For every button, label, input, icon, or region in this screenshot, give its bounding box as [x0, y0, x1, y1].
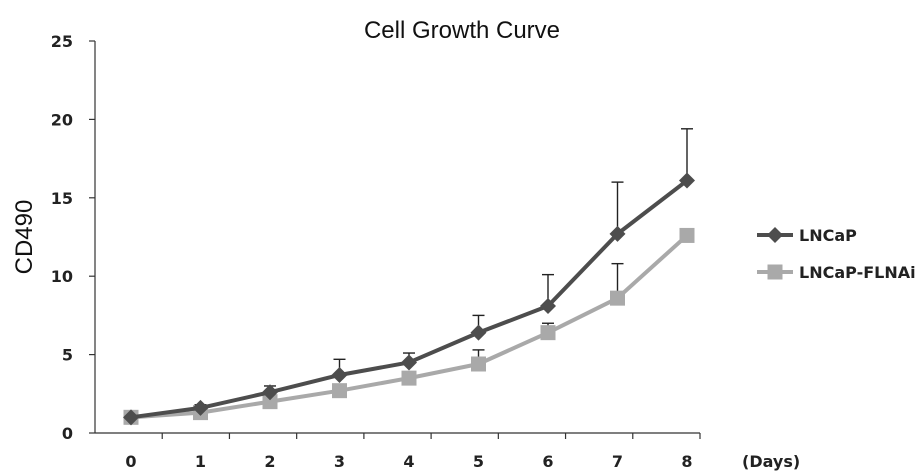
legend-label-lncap-flnai: LNCaP-FLNAi [799, 263, 916, 282]
x-tick-label-1: 1 [195, 452, 206, 471]
y-tick-label-15: 15 [51, 189, 73, 208]
point-lncap-7 [609, 225, 626, 242]
point-lncap-flnai-8 [679, 227, 695, 243]
point-lncap-3 [331, 366, 348, 383]
x-axis-unit-label: (Days) [742, 452, 800, 471]
point-lncap-flnai-4 [401, 370, 417, 386]
point-lncap-5 [470, 324, 487, 341]
point-lncap-2 [262, 384, 278, 401]
legend-label-lncap: LNCaP [799, 226, 857, 245]
x-tick-label-3: 3 [334, 452, 345, 471]
axes: 0 5 10 15 20 25 0 1 2 3 4 5 6 7 8 (Days) [51, 32, 800, 471]
point-lncap-4 [401, 354, 417, 371]
legend-marker-lncap [767, 227, 783, 243]
legend: LNCaP LNCaP-FLNAi [757, 226, 916, 282]
x-tick-label-4: 4 [403, 452, 414, 471]
chart-title: Cell Growth Curve [364, 17, 560, 44]
point-lncap-0 [123, 409, 139, 426]
point-lncap-6 [540, 297, 556, 314]
y-tick-label-20: 20 [51, 110, 73, 129]
series-lines [123, 172, 695, 426]
series-line-lncap-flnai [130, 233, 689, 420]
x-tick-label-5: 5 [473, 452, 484, 471]
y-tick-label-5: 5 [62, 346, 73, 365]
point-lncap-1 [192, 399, 209, 416]
point-lncap-flnai-2 [262, 394, 278, 410]
y-tick-label-10: 10 [51, 267, 73, 286]
x-tick-label-7: 7 [612, 452, 623, 471]
x-tick-label-8: 8 [681, 452, 692, 471]
x-tick-label-6: 6 [542, 452, 553, 471]
point-lncap-flnai-3 [332, 383, 347, 399]
point-lncap-flnai-7 [610, 290, 625, 306]
point-lncap-8 [679, 172, 695, 189]
point-lncap-flnai-6 [540, 325, 556, 341]
legend-marker-lncap-flnai [767, 264, 783, 280]
y-axis-label: CD490 [11, 200, 38, 275]
x-tick-label-0: 0 [125, 452, 136, 471]
y-tick-label-0: 0 [62, 424, 73, 443]
y-tick-label-25: 25 [51, 32, 73, 51]
point-lncap-flnai-5 [471, 356, 486, 372]
x-tick-label-2: 2 [264, 452, 275, 471]
